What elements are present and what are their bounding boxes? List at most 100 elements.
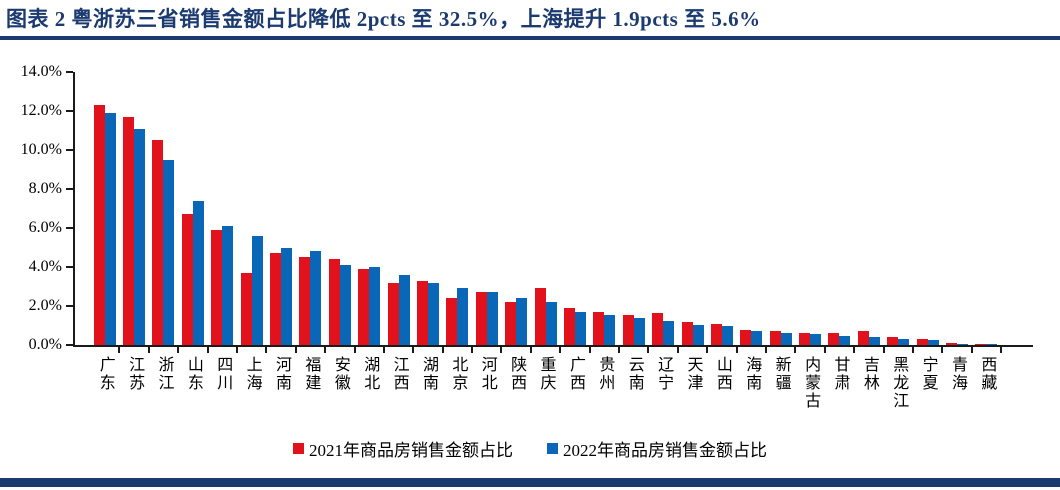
x-tick	[265, 347, 268, 353]
bar	[93, 105, 105, 345]
x-tick	[618, 347, 621, 353]
x-label-slot: 西藏	[972, 356, 1001, 410]
x-label-slot: 上海	[237, 356, 266, 410]
bar	[134, 128, 146, 345]
legend-item-2022: 2022年商品房销售金额占比	[547, 436, 767, 461]
x-axis-label: 江西	[390, 356, 408, 392]
bar	[946, 343, 958, 345]
y-axis-label: 2.0%	[28, 297, 62, 314]
x-tick	[647, 347, 650, 353]
bar	[516, 298, 528, 345]
y-axis-label: 0.0%	[28, 336, 62, 353]
x-axis-label: 宁夏	[919, 356, 937, 392]
bar	[574, 311, 586, 345]
x-axis-label: 四川	[214, 356, 232, 392]
x-axis-labels: 广东 江苏 浙江 山东 四川 上海 河南 福建 安徽 湖北 江西 湖南 北京 河北 陕西 重庆 广西 贵州 云南 辽宁…	[90, 356, 1002, 410]
bar-group	[648, 72, 679, 353]
x-label-slot: 广西	[560, 356, 589, 410]
bar-group	[884, 72, 914, 353]
bar	[740, 330, 752, 345]
x-axis-label: 黑龙江	[890, 356, 908, 410]
x-axis-label: 河北	[478, 356, 496, 392]
y-axis-label: 8.0%	[28, 180, 62, 197]
y-tick	[66, 110, 73, 112]
x-tick	[118, 347, 121, 353]
y-tick	[66, 305, 73, 307]
bar-group	[296, 72, 327, 353]
x-label-slot: 辽宁	[648, 356, 677, 410]
bar	[604, 314, 616, 345]
x-axis-label: 浙江	[155, 356, 173, 392]
x-tick	[1000, 347, 1003, 353]
bar-group	[531, 72, 562, 353]
x-tick	[676, 347, 679, 353]
bar	[957, 343, 969, 345]
legend-label-2021: 2021年商品房销售金额占比	[309, 441, 513, 460]
bar	[545, 302, 557, 345]
bar	[799, 333, 811, 345]
x-label-slot: 贵州	[590, 356, 619, 410]
y-tick	[66, 344, 73, 346]
x-tick	[147, 347, 150, 353]
bar	[281, 247, 293, 345]
x-tick	[412, 347, 415, 353]
x-axis-label: 河南	[273, 356, 291, 392]
x-tick	[500, 347, 503, 353]
bar-group	[119, 72, 150, 353]
x-tick	[853, 347, 856, 353]
bar	[163, 159, 175, 345]
bar	[486, 292, 498, 345]
bar	[839, 336, 851, 345]
bar	[828, 333, 840, 345]
x-label-slot: 浙江	[149, 356, 178, 410]
bar	[780, 333, 792, 345]
y-axis-label: 14.0%	[20, 63, 62, 80]
bar	[652, 312, 664, 345]
bar-group	[590, 72, 621, 353]
bar	[898, 339, 910, 345]
x-label-slot: 重庆	[531, 356, 560, 410]
bar	[593, 311, 605, 345]
x-axis-label: 上海	[243, 356, 261, 392]
bar	[270, 253, 282, 345]
bar	[123, 116, 135, 345]
bar	[457, 288, 469, 345]
bar	[339, 265, 351, 345]
x-label-slot: 天津	[678, 356, 707, 410]
bar	[692, 324, 704, 345]
x-axis-label: 吉林	[860, 356, 878, 392]
x-tick	[382, 347, 385, 353]
chart-title: 图表 2 粤浙苏三省销售金额占比降低 2pcts 至 32.5%，上海提升 1.…	[6, 7, 761, 31]
x-label-slot: 湖北	[355, 356, 384, 410]
x-axis-label: 新疆	[772, 356, 790, 392]
x-label-slot: 青海	[942, 356, 971, 410]
bar-group	[913, 72, 944, 353]
y-axis-label: 6.0%	[28, 219, 62, 236]
x-tick	[529, 347, 532, 353]
bar	[810, 334, 822, 345]
x-axis-label: 青海	[949, 356, 967, 392]
bar	[927, 340, 939, 345]
bar	[416, 280, 428, 345]
x-axis-label: 北京	[449, 356, 467, 392]
y-tick	[66, 149, 73, 151]
x-axis-label: 重庆	[537, 356, 555, 392]
bar	[328, 259, 340, 345]
bar-group	[325, 72, 356, 353]
x-label-slot: 山东	[178, 356, 207, 410]
x-axis-label: 广东	[96, 356, 114, 392]
bar-group	[942, 72, 973, 353]
bar-group	[208, 72, 238, 353]
x-axis-label: 江苏	[126, 356, 144, 392]
bar	[505, 302, 517, 345]
x-label-slot: 湖南	[413, 356, 442, 410]
bar-group	[766, 72, 797, 353]
x-axis-label: 湖北	[361, 356, 379, 392]
x-tick	[823, 347, 826, 353]
bar-group	[854, 72, 885, 353]
bar-group	[795, 72, 826, 353]
x-label-slot: 甘肃	[825, 356, 854, 410]
bar	[681, 321, 693, 345]
bar-group	[178, 72, 209, 353]
bar	[240, 272, 252, 345]
